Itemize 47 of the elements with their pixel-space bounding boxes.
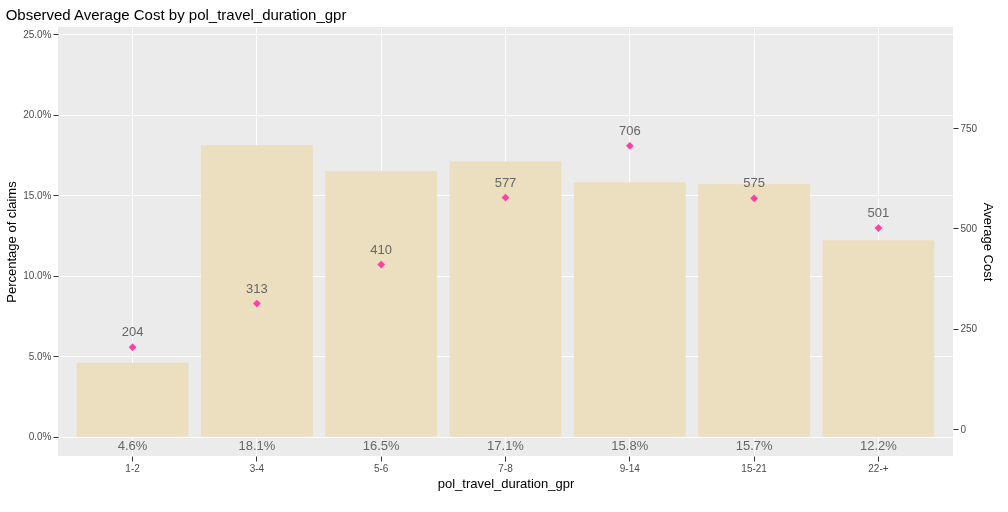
data-label: 17.1% (487, 437, 525, 453)
point (750, 194, 758, 203)
x-tick-label: 22-+ (868, 462, 889, 474)
y-tick-label: 25.0% (23, 28, 52, 40)
y2-axis-title: Average Cost (981, 202, 997, 282)
y-axis-title: Percentage of claims (4, 180, 20, 303)
x-tick-label: 15-21 (741, 462, 768, 474)
bar (325, 171, 438, 437)
bar (449, 161, 562, 437)
chart-title: Observed Average Cost by pol_travel_duration_gpr (5, 6, 347, 23)
data-label: 15.7% (735, 437, 773, 453)
bar (822, 240, 935, 437)
data-label: 15.8% (611, 437, 649, 453)
data-label: 18.1% (238, 437, 276, 453)
y2-tick-label: 750 (960, 122, 978, 134)
y-tick-label: 10.0% (23, 270, 52, 282)
y-tick-label: 20.0% (23, 109, 52, 121)
y-tick-label: 5.0% (28, 350, 52, 362)
y2-tick-label: 500 (960, 222, 978, 234)
bar (573, 182, 686, 437)
point (128, 343, 137, 352)
point (253, 299, 261, 308)
y-tick-label: 0.0% (28, 431, 52, 443)
data-label: 16.5% (362, 437, 401, 453)
bar (76, 362, 189, 437)
data-label: 577 (494, 174, 517, 190)
y-tick-label: 15.0% (23, 189, 52, 201)
x-tick-label: 1-2 (125, 462, 141, 474)
data-label: 4.6% (117, 437, 148, 453)
x-axis-title: pol_travel_duration_gpr (437, 475, 575, 491)
data-label: 706 (618, 122, 641, 138)
y2-tick-label: 0 (960, 423, 967, 435)
bar (200, 145, 313, 437)
data-label: 313 (246, 280, 268, 296)
x-tick-label: 7-8 (498, 462, 514, 474)
data-label: 204 (121, 324, 144, 340)
point (377, 260, 386, 269)
data-label: 575 (743, 175, 765, 191)
point (625, 141, 634, 150)
x-tick-label: 5-6 (373, 462, 389, 474)
data-label: 501 (867, 205, 890, 221)
point (874, 224, 883, 232)
y2-tick-label: 250 (960, 323, 978, 335)
data-label: 410 (370, 241, 393, 257)
x-tick-label: 3-4 (249, 462, 265, 474)
x-tick-label: 9-14 (619, 462, 641, 474)
data-label: 12.2% (859, 437, 898, 453)
